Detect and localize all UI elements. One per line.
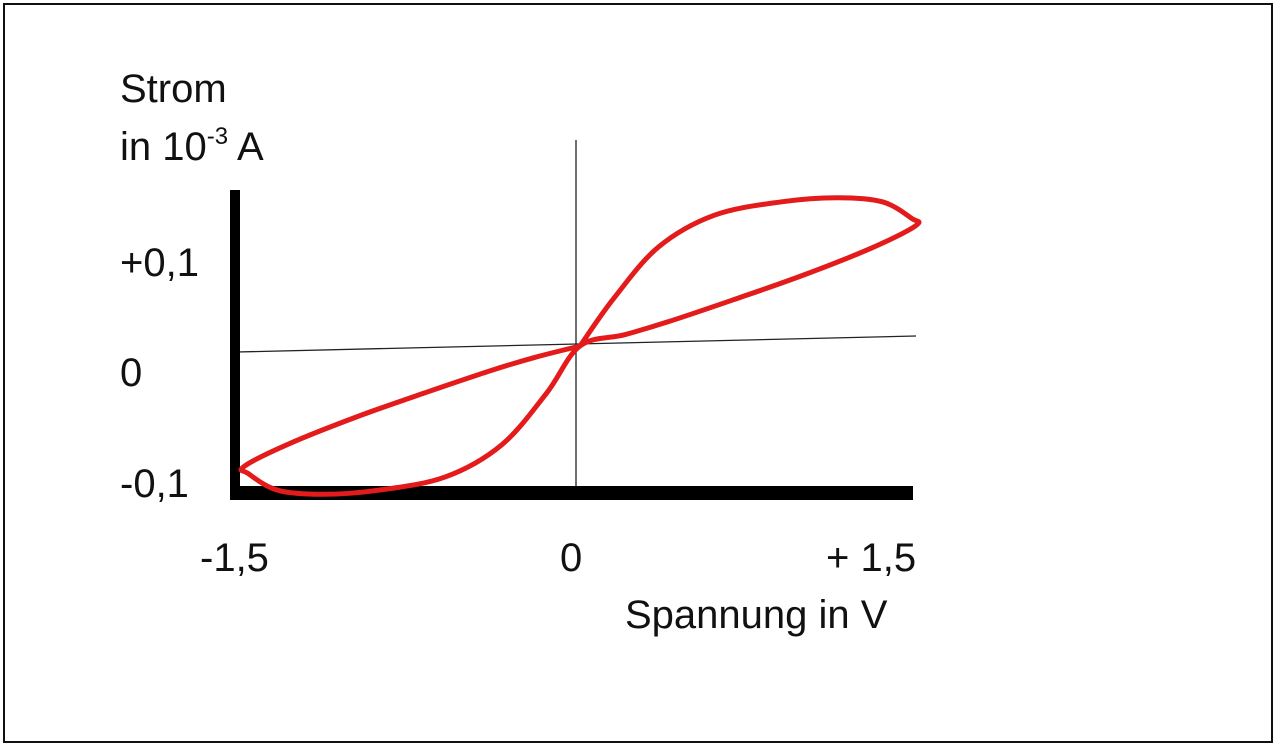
y-tick-label-zero: 0	[120, 351, 142, 395]
y-axis-title-prefix: in 10	[120, 125, 207, 169]
series-curve	[238, 195, 922, 497]
y-axis-title-line1: Strom	[120, 67, 227, 111]
x-axis-title: Spannung in V	[625, 593, 888, 637]
y-axis-title-exponent: -3	[207, 123, 228, 150]
x-reference-line	[236, 335, 917, 353]
x-tick-label-left: -1,5	[200, 536, 269, 580]
y-tick-label-bottom: -0,1	[120, 462, 189, 506]
y-axis-title-line2: in 10-3 A	[120, 123, 264, 169]
y-axis-title-suffix: A	[228, 125, 264, 169]
x-tick-label-zero: 0	[560, 536, 582, 580]
x-tick-label-right: + 1,5	[826, 536, 916, 580]
y-tick-label-top: +0,1	[120, 241, 199, 285]
hysteresis-chart: Strom in 10-3 A +0,1 0 -0,1 -1,5 0 + 1,5…	[120, 67, 922, 637]
